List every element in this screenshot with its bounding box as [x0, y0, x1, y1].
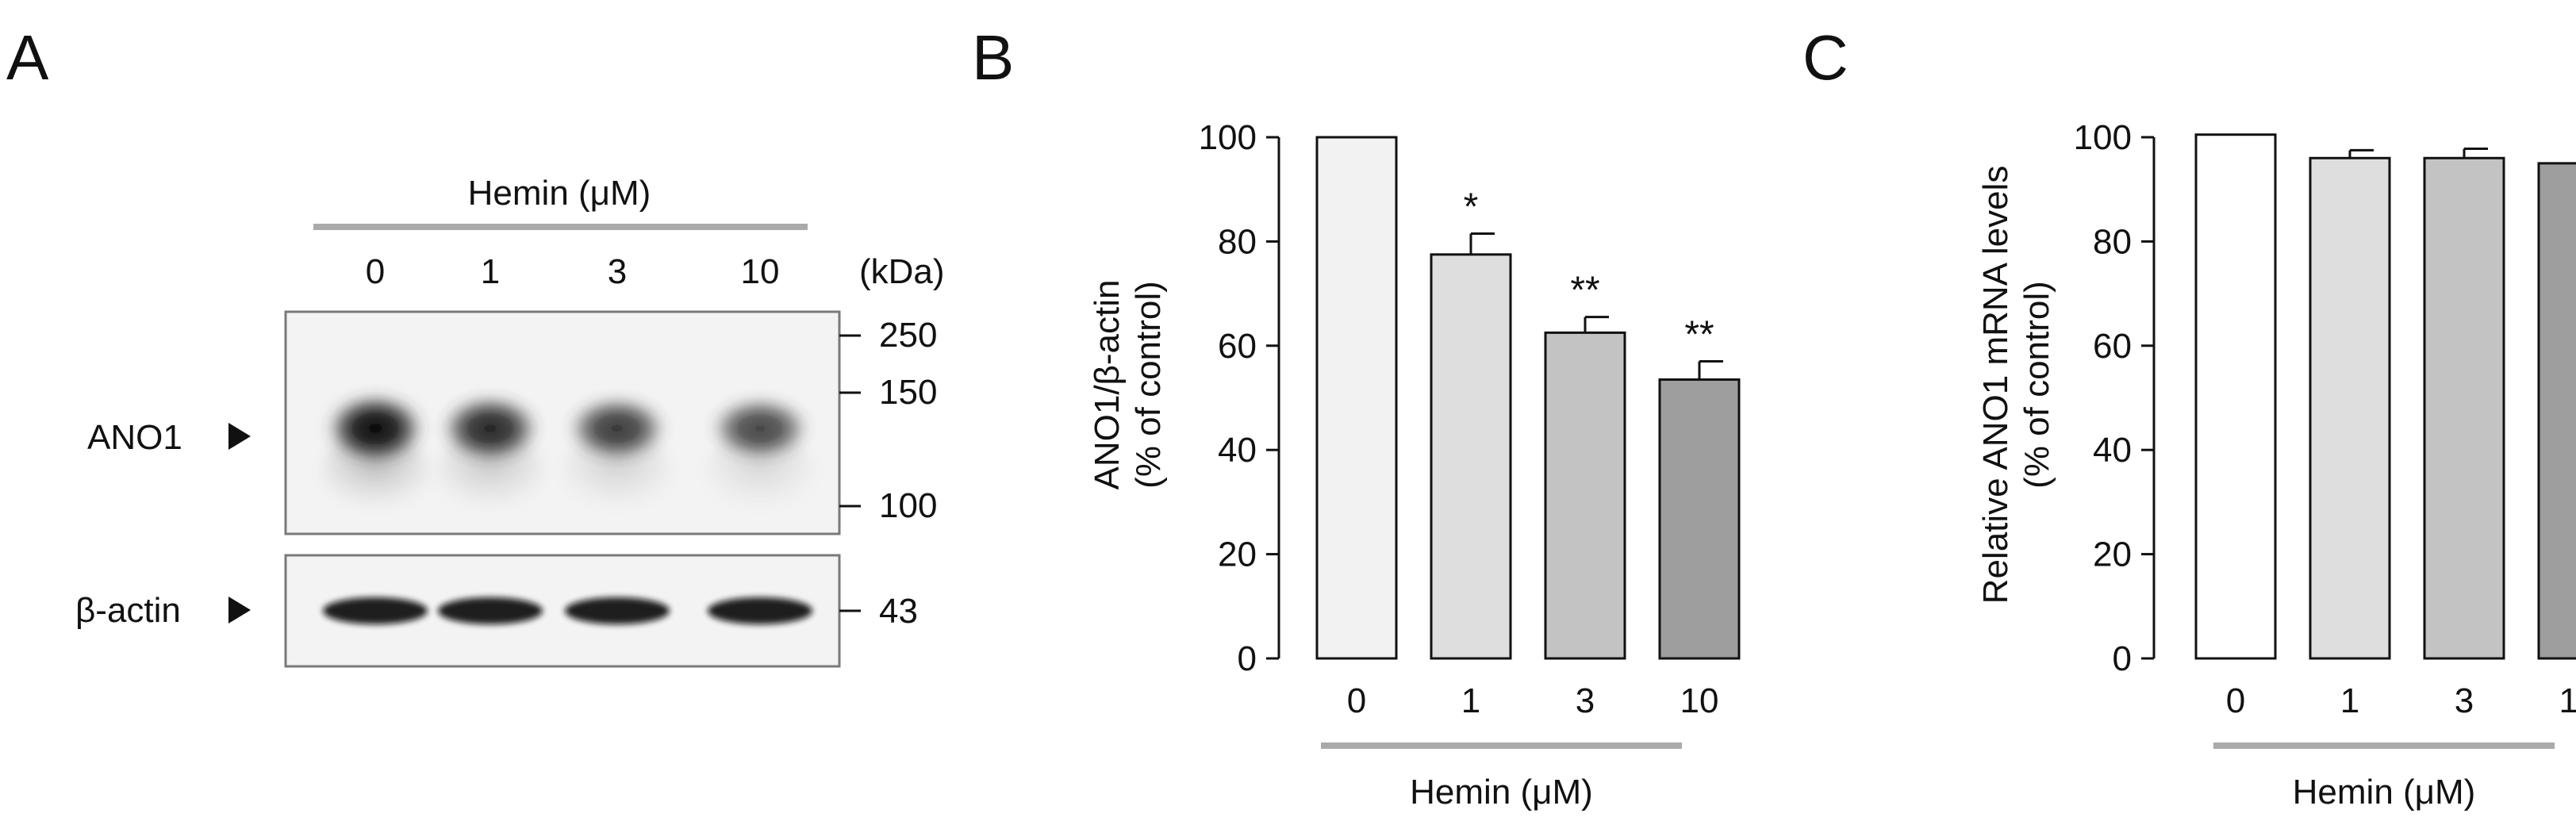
- bar: [2423, 156, 2505, 660]
- marker-label: 43: [879, 592, 918, 631]
- lane-label: 0: [366, 252, 385, 291]
- significance-label: *: [1464, 186, 1479, 228]
- ano1-markers: 250 150 100: [839, 316, 937, 525]
- x-tick-label: 1: [2340, 681, 2359, 720]
- bar: [2194, 133, 2277, 660]
- ano1-smear: [704, 432, 816, 520]
- ano1-band: [326, 393, 424, 463]
- y-axis-label: (% of control): [2017, 281, 2056, 489]
- x-tick-label: 0: [1347, 681, 1366, 720]
- y-tick-label: 20: [2093, 535, 2132, 574]
- bar: [1658, 378, 1741, 660]
- x-tick-label: 10: [2559, 681, 2576, 720]
- marker-label: 150: [879, 373, 937, 412]
- ano1-arrowhead-icon: [228, 423, 251, 450]
- actin-band: [708, 597, 812, 624]
- x-axis-label: Hemin (μM): [2293, 773, 2476, 812]
- ano1-row-label: ANO1: [87, 418, 182, 457]
- lane-label: 1: [481, 252, 500, 291]
- y-tick-label: 40: [1218, 431, 1257, 470]
- actin-row-label: β-actin: [75, 591, 181, 630]
- actin-bands: [323, 597, 812, 624]
- bar: [1430, 253, 1512, 660]
- y-axis-label: (% of control): [1129, 281, 1168, 489]
- y-tick-label: 60: [1218, 327, 1257, 366]
- panel-letter-a: A: [6, 22, 49, 93]
- significance-label: **: [1684, 314, 1714, 356]
- y-tick-label: 100: [2074, 118, 2132, 157]
- ano1-band: [568, 396, 666, 461]
- significance-label: **: [1570, 270, 1599, 312]
- bar: [1315, 136, 1398, 660]
- y-axis-label: Relative ANO1 mRNA levels: [1976, 166, 2015, 604]
- x-tick-label: 1: [1461, 681, 1480, 720]
- ano1-band: [711, 397, 809, 460]
- marker-label: 100: [879, 486, 937, 525]
- actin-band: [323, 597, 428, 624]
- x-tick-label: 0: [2226, 681, 2245, 720]
- actin-arrowhead-icon: [228, 597, 251, 624]
- x-tick-label: 3: [1576, 681, 1595, 720]
- y-tick-label: 0: [2113, 639, 2132, 678]
- x-tick-label: 10: [1680, 681, 1719, 720]
- bar: [2309, 156, 2391, 660]
- lane-label: 3: [608, 252, 627, 291]
- panel-letter-b: B: [972, 22, 1014, 93]
- y-tick-label: 80: [1218, 222, 1257, 261]
- actin-band: [565, 597, 670, 624]
- panel-a: A Hemin (μM) 0 1 3 10 (kDa) ANO1 250 150…: [6, 22, 945, 668]
- panel-letter-c: C: [1802, 22, 1849, 93]
- lane-label: 10: [741, 252, 780, 291]
- marker-label: 250: [879, 316, 937, 355]
- bar-chart-b: 0 20 40 60 80 100 ANO1/β-actin (% of control) 0 *…: [1088, 118, 1741, 812]
- y-tick-label: 80: [2093, 222, 2132, 261]
- blot-treatment-label: Hemin (μM): [468, 174, 651, 213]
- y-tick-label: 40: [2093, 431, 2132, 470]
- x-tick-label: 3: [2455, 681, 2474, 720]
- y-tick-label: 100: [1199, 118, 1257, 157]
- ano1-band: [441, 395, 539, 462]
- ano1-bands: [320, 393, 816, 520]
- y-tick-label: 60: [2093, 327, 2132, 366]
- bar: [1544, 331, 1626, 660]
- kda-header: (kDa): [859, 252, 945, 291]
- y-tick-label: 20: [1218, 535, 1257, 574]
- y-tick-label: 0: [1238, 639, 1257, 678]
- bar: [2537, 162, 2576, 660]
- actin-blot: β-actin 43: [75, 554, 918, 668]
- actin-band: [438, 597, 543, 624]
- y-axis-label: ANO1/β-actin: [1088, 280, 1127, 490]
- blot-lane-labels: 0 1 3 10: [366, 252, 780, 291]
- x-axis-label: Hemin (μM): [1410, 773, 1593, 812]
- ano1-blot: ANO1 250 150 100: [87, 310, 937, 535]
